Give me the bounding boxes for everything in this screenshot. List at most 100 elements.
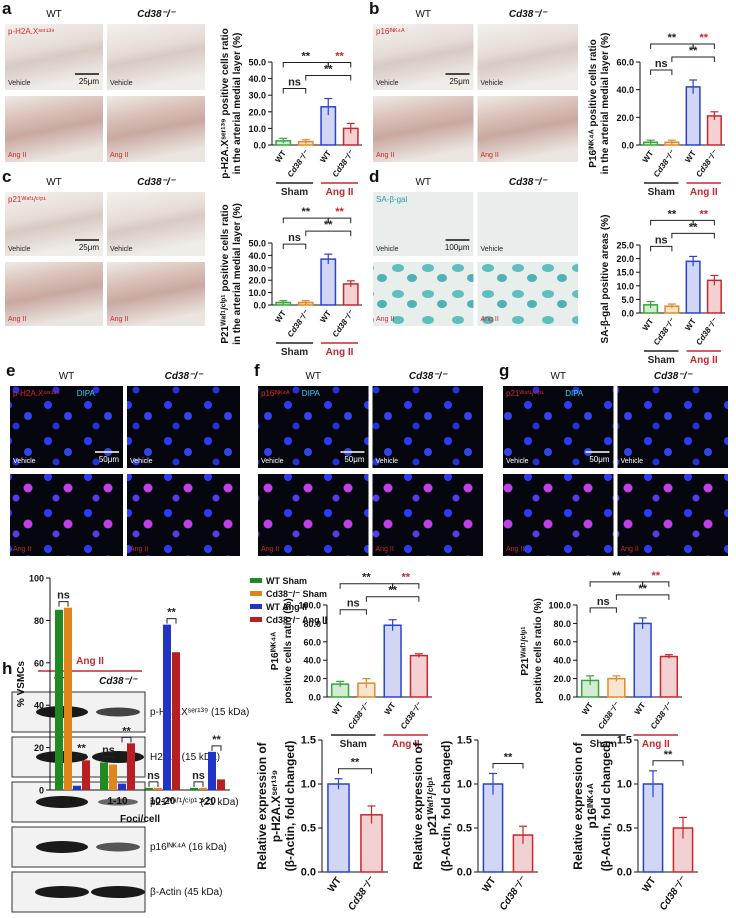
legend-label: Cd38⁻/⁻ Ang II xyxy=(266,615,327,625)
column-header: WT xyxy=(415,9,431,20)
x-tick-label: Cd38⁻/⁻ xyxy=(399,700,424,731)
row-label: Vehicle xyxy=(376,246,399,253)
y-tick-label: 0.5 xyxy=(301,823,316,835)
column-header: WT xyxy=(550,371,566,382)
x-tick-label: WT xyxy=(641,317,656,332)
group-label: Sham xyxy=(590,739,617,750)
y-tick-label: 1.0 xyxy=(457,779,472,791)
x-tick-label: Cd38⁻/⁻ xyxy=(694,148,719,179)
group-label: Sham xyxy=(340,739,367,750)
y-tick-label: 40.0 xyxy=(248,74,266,84)
y-tick-label: 0.0 xyxy=(253,141,266,151)
significance-label: ns xyxy=(655,58,668,70)
bracket xyxy=(327,217,352,224)
x-tick-label: WT xyxy=(273,309,288,324)
group-label: Ang II xyxy=(392,739,420,750)
row-label: Ang II xyxy=(481,316,499,323)
bracket xyxy=(589,607,617,613)
y-tick-label: 20.0 xyxy=(248,107,266,117)
bracket xyxy=(58,601,69,607)
bracket xyxy=(650,69,673,75)
bar xyxy=(685,86,701,146)
legend-label: WT Sham xyxy=(266,576,307,586)
y-tick-label: 80.0 xyxy=(553,619,571,629)
y-axis-label: % VSMCs xyxy=(16,661,27,708)
y-tick-label: 10.0 xyxy=(248,288,266,298)
y-tick-label: 0.0 xyxy=(308,693,321,703)
group-label: Ang II xyxy=(642,739,670,750)
y-tick-label: 60.0 xyxy=(616,58,634,68)
stain-label: DIPA xyxy=(77,389,96,398)
x-tick-label: >20 xyxy=(199,796,216,807)
y-tick-label: 100.0 xyxy=(548,601,571,611)
y-axis-label: Relative expression of xyxy=(255,741,269,869)
x-tick-label: WT xyxy=(318,309,333,324)
micrograph xyxy=(503,386,614,468)
micrograph xyxy=(373,96,474,162)
legend-swatch xyxy=(250,617,262,622)
significance-label: ** xyxy=(689,45,698,57)
x-axis-label: Foci/cell xyxy=(120,814,160,825)
significance-label: ** xyxy=(699,32,708,44)
scale-label: 50μm xyxy=(344,455,365,464)
panel-letter: a xyxy=(2,0,12,18)
y-axis-label: positive cells ratio (%) xyxy=(283,598,294,704)
scale-label: 25μm xyxy=(79,77,100,86)
x-tick-label: Cd38⁻/⁻ xyxy=(694,316,719,347)
stain-label: p16ᴵᴺᴷ⁴ᴬ xyxy=(261,389,290,398)
y-tick-label: 0.5 xyxy=(617,823,632,835)
stain-label: SA-β-gal xyxy=(376,195,408,204)
significance-label: ** xyxy=(362,572,371,584)
significance-label: ** xyxy=(335,206,344,218)
significance-label: ns xyxy=(147,770,160,782)
y-axis-label: SA-β-gal positive areas (%) xyxy=(600,215,611,344)
legend-label: WT Ang II xyxy=(266,602,307,612)
column-header: Cd38⁻/⁻ xyxy=(409,371,449,382)
micrograph xyxy=(10,474,123,556)
significance-label: ** xyxy=(301,51,310,63)
bracket xyxy=(392,583,420,589)
significance-label: ** xyxy=(77,742,86,754)
significance-label: ns xyxy=(102,744,115,756)
bar xyxy=(342,283,359,306)
scale-label: 50μm xyxy=(589,455,610,464)
row-label: Ang II xyxy=(376,316,394,323)
y-tick-label: 40.0 xyxy=(553,656,571,666)
y-tick-label: 10.0 xyxy=(616,281,634,291)
x-tick-label: Cd38⁻/⁻ xyxy=(652,316,677,347)
column-header: WT xyxy=(305,371,321,382)
row-label: Vehicle xyxy=(481,80,504,87)
bracket xyxy=(650,245,673,252)
bar xyxy=(217,779,225,790)
x-tick-label: WT xyxy=(633,701,648,716)
row-label: Vehicle xyxy=(110,80,133,87)
group-label: Ang II xyxy=(690,355,718,366)
significance-label: ** xyxy=(324,219,333,231)
band xyxy=(36,796,88,808)
bracket xyxy=(642,581,670,587)
column-header: Cd38⁻/⁻ xyxy=(137,9,177,20)
scale-label: 50μm xyxy=(99,455,120,464)
bracket xyxy=(148,781,159,787)
band xyxy=(35,886,89,898)
y-axis-label: Relative expression of xyxy=(571,741,585,869)
y-tick-label: 60 xyxy=(34,658,44,668)
y-axis-label: p16ᴵᴺᴷ⁴ᴬ xyxy=(585,783,599,829)
stain-label: p-H2A.Xˢᵉʳ¹³⁹ xyxy=(8,27,55,36)
bracket xyxy=(365,596,420,602)
bracket xyxy=(305,230,352,237)
stain-label: p-H2A.Xˢᵉʳ¹³⁹ xyxy=(13,389,60,398)
bar xyxy=(109,764,117,790)
bar xyxy=(172,652,180,790)
column-header: Cd38⁻/⁻ xyxy=(137,177,177,188)
micrograph xyxy=(617,474,728,556)
significance-label: ns xyxy=(57,590,70,602)
row-label: Ang II xyxy=(481,152,499,159)
bracket xyxy=(339,583,394,589)
y-tick-label: 50.0 xyxy=(248,58,266,68)
x-tick-label: Cd38⁻/⁻ xyxy=(346,874,378,913)
y-tick-label: 1.5 xyxy=(457,735,472,747)
legend-swatch xyxy=(250,578,262,583)
